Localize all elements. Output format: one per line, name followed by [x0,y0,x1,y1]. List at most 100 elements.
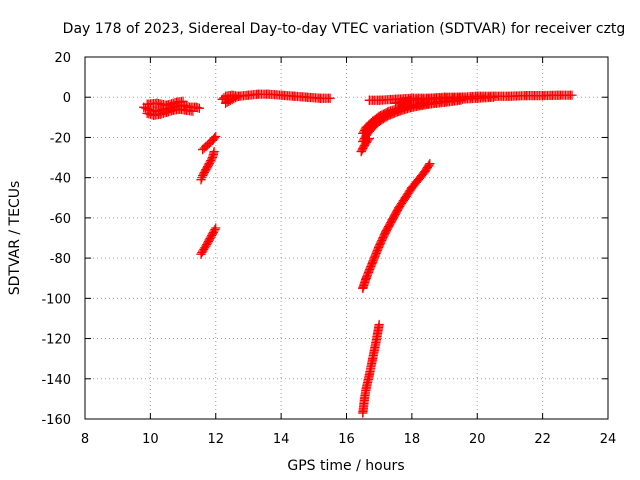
data-series [198,131,221,155]
data-point [364,133,374,144]
data-point [423,94,433,104]
data-point [359,394,370,404]
data-point [394,203,404,213]
data-point [207,152,218,163]
data-point [197,173,207,183]
data-point [234,91,244,101]
data-series [217,90,244,104]
data-point [171,97,182,107]
data-point [220,91,231,101]
data-point [142,99,152,109]
data-point [567,90,577,100]
y-tick-label: -40 [50,172,71,187]
data-point [211,223,221,233]
x-tick-label: 8 [81,432,89,447]
data-point [420,167,430,177]
data-point [368,257,378,267]
data-point [243,90,254,100]
data-point [521,91,531,101]
data-series [196,146,219,185]
x-tick-label: 16 [338,432,355,447]
data-point [194,103,205,113]
data-point [364,95,374,105]
y-tick-label: 0 [63,91,71,106]
data-series [142,96,188,110]
data-point [263,89,273,99]
y-tick-label: -100 [41,292,71,307]
data-point [554,90,564,100]
data-point [488,92,499,102]
data-point [207,135,218,146]
y-tick-label: 20 [54,51,71,66]
data-point [142,108,152,118]
data-point [227,90,237,100]
data-point [152,98,162,108]
data-point [276,90,286,100]
data-point [400,193,410,203]
x-tick-label: 12 [207,432,224,447]
data-point [140,103,151,113]
data-point [175,104,185,114]
data-series [356,133,374,157]
data-point [374,319,384,330]
data-point [381,227,391,237]
data-point [178,96,188,106]
data-point [219,93,229,103]
data-series [358,319,384,418]
x-tick-label: 22 [534,432,551,447]
y-tick-label: -120 [41,333,71,348]
data-point [407,183,417,193]
data-point [425,158,435,169]
data-point [198,171,208,181]
data-point [374,95,384,105]
data-point [289,91,299,101]
data-point [358,283,368,293]
data-point [196,175,206,185]
data-point [201,241,211,251]
data-point [198,246,208,256]
data-point [413,175,424,185]
data-point [472,93,482,103]
data-point [155,109,165,119]
data-point [390,98,401,108]
data-point [162,100,172,110]
data-point [361,384,371,394]
data-point [374,241,384,251]
y-tick-label: -80 [50,252,71,267]
data-point [368,122,378,132]
y-axis-label: SDTVAR / TECUs [7,181,23,296]
data-point [315,93,325,103]
data-point [358,408,368,418]
x-tick-label: 24 [600,432,617,447]
data-series [142,104,198,120]
data-point [207,229,218,239]
y-tick-label: -160 [41,413,71,428]
data-point [361,273,371,283]
data-point [191,102,201,112]
y-tick-label: -20 [50,131,71,146]
x-tick-label: 10 [142,432,159,447]
x-axis-label: GPS time / hours [287,458,404,474]
x-tick-label: 18 [404,432,421,447]
data-point [204,235,214,245]
data-series [196,223,221,259]
data-point [538,91,548,101]
data-point [505,91,515,101]
data-series [390,92,466,108]
data-points [139,89,577,418]
data-point [424,160,434,170]
data-point [439,93,450,103]
data-point [364,370,374,380]
y-tick-label: -60 [50,212,71,227]
data-point [407,95,417,105]
chart-title: Day 178 of 2023, Sidereal Day-to-day VTE… [63,21,626,37]
x-tick-label: 14 [273,432,290,447]
data-point [394,106,404,116]
data-point [368,354,378,364]
tick-layer: 8 10 12 14 16 18 20 22 24 20 0 -20 -40 -60 -80 -100 -120… [41,51,616,447]
data-point [387,215,397,225]
data-point [181,105,191,115]
data-point [253,89,263,99]
plot-frame [84,56,609,420]
